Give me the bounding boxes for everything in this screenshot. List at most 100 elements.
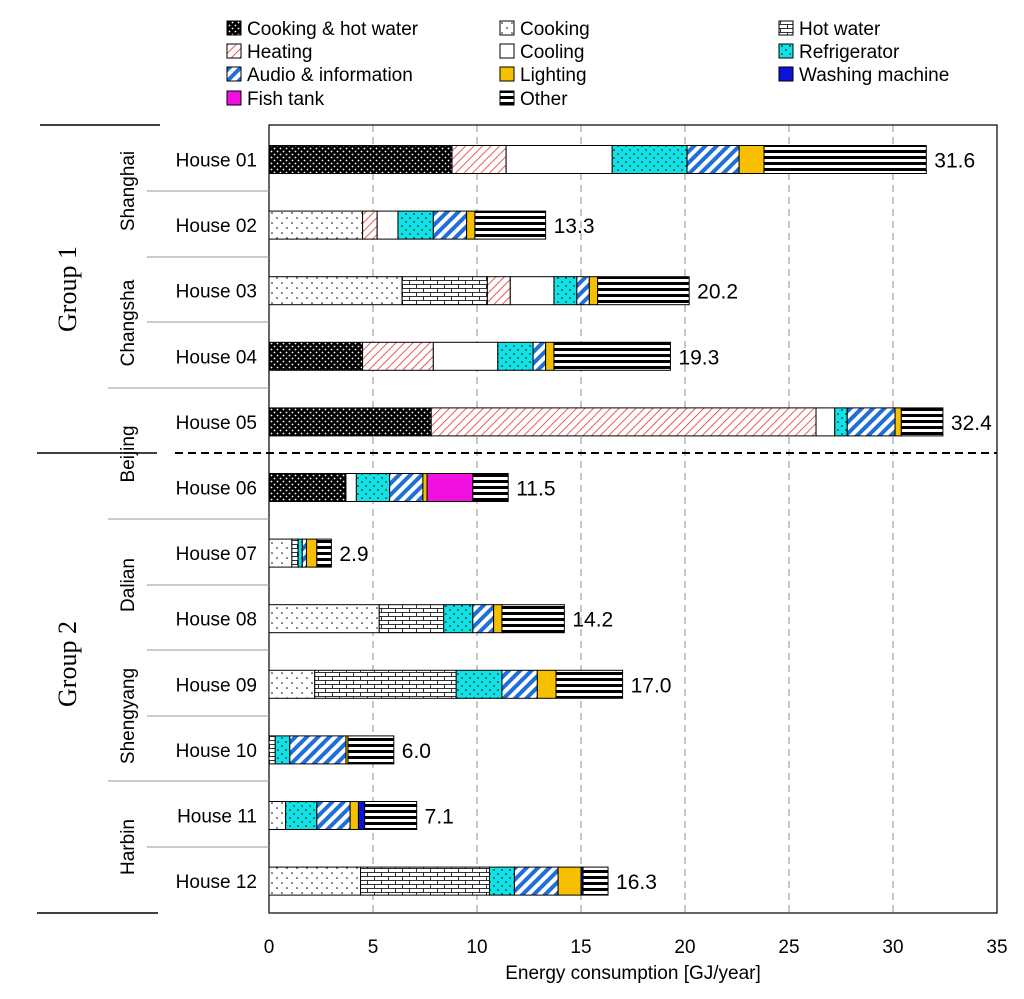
segment-audio-and-information: [472, 604, 495, 634]
legend-swatch: [499, 43, 515, 59]
category-label-house-11: House 11: [177, 807, 257, 828]
plot-border: [268, 124, 998, 914]
category-label-house-03: House 03: [176, 282, 257, 303]
legend-swatch: [778, 20, 794, 36]
bar-house-08: [268, 604, 565, 634]
segment-audio-and-information: [686, 145, 740, 174]
segment-refrigerator: [397, 210, 434, 240]
segment-other: [555, 669, 624, 699]
segment-refrigerator: [488, 866, 515, 896]
segment-hot-water: [401, 276, 488, 306]
segment-other: [472, 473, 509, 502]
legend-swatch: [226, 20, 242, 36]
segment-refrigerator: [455, 669, 503, 699]
segment-other: [501, 604, 565, 634]
total-label-house-10: 6.0: [402, 740, 431, 763]
total-label-house-11: 7.1: [425, 806, 454, 829]
segment-cooking: [268, 604, 380, 634]
segment-refrigerator: [834, 407, 848, 437]
total-label-house-07: 2.9: [339, 543, 368, 566]
legend-label: Cooling: [520, 42, 584, 63]
x-tick-label-25: 25: [778, 937, 799, 958]
legend-label: Washing machine: [799, 65, 949, 86]
legend-item-cooking-and-hot-water: Cooking & hot water: [226, 19, 419, 40]
segment-hot-water: [268, 735, 276, 765]
segment-lighting: [466, 210, 476, 240]
legend-swatch: [499, 20, 515, 36]
segment-hot-water: [291, 538, 299, 568]
total-label-house-05: 32.4: [951, 412, 992, 435]
segment-cooking: [268, 276, 403, 306]
segment-cooking-and-hot-water: [268, 145, 453, 174]
segment-other: [597, 276, 690, 306]
legend-item-hot-water: Hot water: [778, 19, 881, 40]
x-tick-label-0: 0: [264, 937, 275, 958]
segment-lighting: [738, 145, 765, 174]
segment-heating: [430, 407, 817, 437]
legend-item-washing-machine: Washing machine: [778, 65, 949, 86]
total-label-house-04: 19.3: [678, 346, 719, 369]
segment-audio-and-information: [289, 735, 347, 765]
legend-item-refrigerator: Refrigerator: [778, 42, 900, 63]
legend-label: Refrigerator: [799, 42, 900, 63]
segment-cooling: [505, 145, 613, 174]
legend: Cooking & hot water Cooking Hot water Heati…: [226, 19, 949, 110]
segment-cooling: [376, 210, 399, 240]
segment-other: [474, 210, 547, 240]
segment-cooking: [268, 210, 364, 240]
category-label-house-12: House 12: [176, 872, 257, 893]
legend-item-cooling: Cooling: [499, 42, 584, 63]
segment-audio-and-information: [501, 669, 538, 699]
x-tick-label-30: 30: [882, 937, 903, 958]
category-label-house-01: House 01: [176, 151, 257, 172]
total-label-house-12: 16.3: [616, 871, 657, 894]
segment-washing-machine: [357, 801, 366, 830]
bar-house-11: [268, 801, 418, 830]
bar-house-04: [268, 341, 671, 371]
segment-cooking-and-hot-water: [268, 407, 432, 437]
segment-hot-water: [314, 669, 457, 699]
city-label-shanghai: Shanghai: [118, 151, 139, 231]
legend-item-lighting: Lighting: [499, 65, 587, 86]
segment-hot-water: [360, 866, 490, 896]
segment-cooking-and-hot-water: [268, 473, 347, 502]
axis-labels: 31.6 House 01 13.3 House 02 20.2 House 03 19.3…: [53, 150, 1008, 985]
segment-lighting: [349, 801, 359, 830]
segment-other: [582, 866, 609, 896]
segment-other: [763, 145, 927, 174]
segment-heating: [362, 341, 434, 371]
legend-label: Fish tank: [247, 89, 325, 110]
segment-audio-and-information: [316, 801, 351, 830]
segment-heating: [451, 145, 507, 174]
legend-label: Lighting: [520, 65, 587, 86]
x-tick-label-10: 10: [466, 937, 487, 958]
legend-label: Audio & information: [247, 65, 413, 86]
total-label-house-01: 31.6: [934, 150, 975, 173]
legend-label: Hot water: [799, 19, 881, 40]
segment-lighting: [536, 669, 557, 699]
segment-lighting: [493, 604, 503, 634]
segment-other: [900, 407, 944, 437]
segment-refrigerator: [355, 473, 391, 502]
segment-other: [553, 341, 671, 371]
segment-refrigerator: [274, 735, 291, 765]
group-label-group-1: Group 1: [53, 246, 82, 332]
segment-audio-and-information: [513, 866, 559, 896]
legend-item-fish-tank: Fish tank: [226, 89, 325, 110]
bar-house-02: [268, 210, 547, 240]
segment-cooking: [268, 801, 287, 830]
total-label-house-06: 11.5: [516, 478, 555, 501]
segment-audio-and-information: [389, 473, 424, 502]
legend-label: Cooking & hot water: [247, 19, 419, 40]
legend-swatch: [226, 66, 242, 82]
segment-refrigerator: [497, 341, 534, 371]
x-tick-label-5: 5: [368, 937, 379, 958]
legend-label: Other: [520, 89, 568, 110]
category-label-house-05: House 05: [176, 413, 257, 434]
segment-fish-tank: [426, 473, 474, 502]
x-tick-label-15: 15: [570, 937, 591, 958]
bars: [268, 145, 944, 896]
segment-audio-and-information: [576, 276, 590, 306]
category-label-house-02: House 02: [176, 216, 257, 237]
